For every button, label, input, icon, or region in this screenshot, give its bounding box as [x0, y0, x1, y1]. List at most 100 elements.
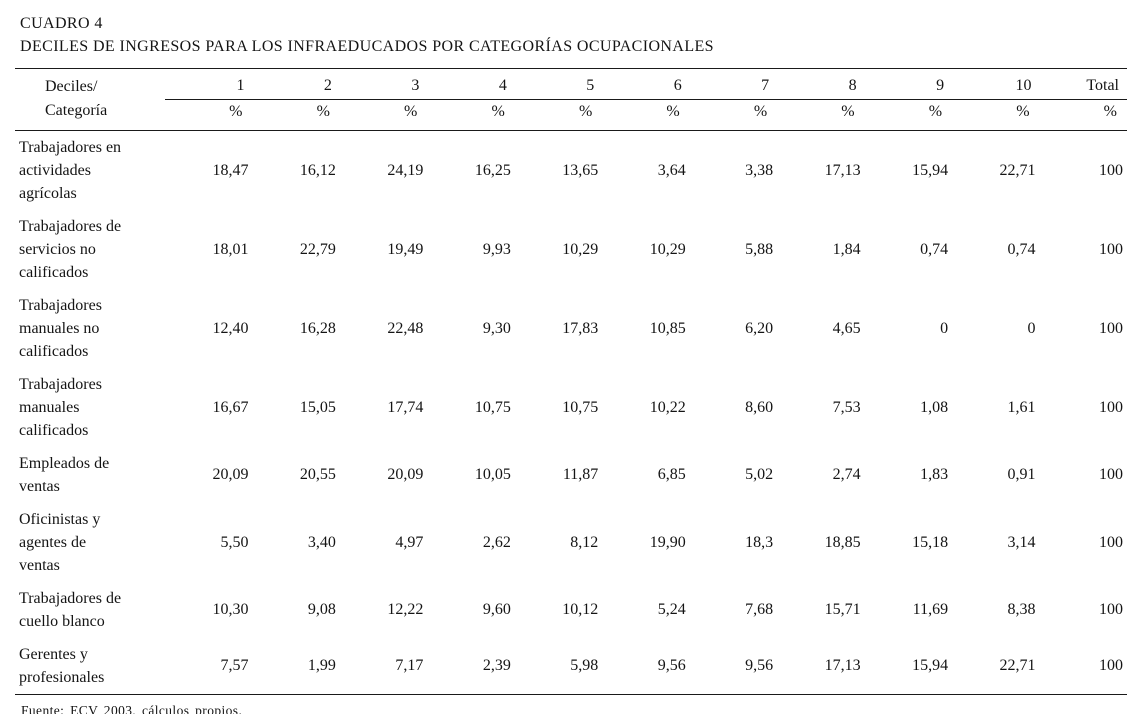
value-cell: 19,49: [387, 240, 424, 258]
value-cell: 9,60: [482, 601, 511, 618]
value-cell: 10,22: [649, 398, 686, 416]
value-cell: 0: [940, 319, 949, 337]
value-cell: 7,68: [745, 601, 774, 618]
value-cell: 12,40: [212, 319, 249, 337]
row-label: Trabajadores manuales calificados: [19, 376, 102, 439]
value-cell: 3,38: [745, 161, 774, 179]
value-cell: 15,71: [824, 601, 861, 618]
value-cell: 17,74: [387, 398, 424, 416]
value-cell: 16,28: [299, 319, 336, 337]
value-cell: 8,60: [745, 398, 774, 416]
value-cell: 10,12: [562, 601, 599, 618]
value-cell: 100: [1099, 398, 1123, 416]
decile-header: 1: [165, 68, 253, 100]
value-cell: 15,18: [912, 533, 949, 551]
row-label: Trabajadores de cuello blanco: [19, 590, 122, 630]
value-cell: 17,13: [824, 161, 861, 179]
value-cell: 8,38: [1007, 601, 1036, 618]
value-cell: 100: [1099, 533, 1123, 551]
value-cell: 9,56: [689, 638, 778, 695]
value-cell: 15,05: [299, 398, 336, 416]
unit-header: %: [252, 99, 340, 131]
value-cell: 18,3: [745, 533, 774, 551]
decile-header: 7: [689, 68, 778, 100]
value-cell: 1,84: [832, 240, 861, 258]
value-cell: 9,30: [482, 319, 511, 337]
value-cell: 22,71: [999, 161, 1036, 179]
decile-header: 4: [427, 68, 515, 100]
value-cell: 17,13: [777, 638, 865, 695]
value-cell: 2,74: [832, 466, 861, 483]
table-header: Deciles/ Categoría 1 2 3 4 5 6 7 8 9 10 Total%%%%%%…: [15, 68, 1127, 131]
value-cell: 20,09: [387, 466, 424, 483]
value-cell: 16,25: [474, 161, 511, 179]
value-cell: 9,08: [307, 601, 336, 618]
value-cell: 100: [1099, 240, 1123, 258]
value-cell: 22,48: [387, 319, 424, 337]
unit-header: %: [514, 99, 603, 131]
row-label: Empleados de ventas: [19, 455, 110, 495]
unit-header: %: [427, 99, 515, 131]
value-cell: 100: [1099, 319, 1123, 337]
value-cell: 6,85: [657, 466, 686, 483]
value-cell: 100: [1099, 601, 1123, 618]
value-cell: 18,01: [212, 240, 249, 258]
decile-header: Total: [1039, 68, 1127, 100]
deciles-table: Deciles/ Categoría 1 2 3 4 5 6 7 8 9 10 Total%%%%%%…: [15, 68, 1127, 695]
row-label: Oficinistas y agentes de ventas: [19, 511, 101, 574]
value-cell: 20,09: [212, 466, 249, 483]
value-cell: 7,17: [339, 638, 428, 695]
value-cell: 15,94: [864, 638, 953, 695]
table-number: CUADRO 4: [20, 15, 103, 32]
value-cell: 16,67: [212, 398, 249, 416]
value-cell: 8,12: [570, 533, 599, 551]
table-row: Trabajadores manuales no calificados 12,4…: [15, 289, 1127, 368]
value-cell: 17,83: [562, 319, 599, 337]
value-cell: 18,85: [824, 533, 861, 551]
value-cell: 13,65: [562, 161, 599, 179]
value-cell: 100: [1039, 638, 1127, 695]
value-cell: 11,69: [912, 601, 949, 618]
table-row: Trabajadores en actividades agrícolas 18,…: [15, 131, 1127, 211]
decile-header: 10: [952, 68, 1040, 100]
decile-header: 2: [252, 68, 340, 100]
unit-header: %: [689, 99, 778, 131]
value-cell: 10,75: [474, 398, 511, 416]
value-cell: 16,12: [299, 161, 336, 179]
table-row: Gerentes y profesionales 7,57 1,99 7,17 2,39…: [15, 638, 1127, 695]
value-cell: 3,64: [657, 161, 686, 179]
value-cell: 0,91: [1007, 466, 1036, 483]
row-label: Gerentes y profesionales: [15, 638, 165, 695]
corner-header: Deciles/ Categoría: [15, 68, 165, 131]
unit-header: %: [777, 99, 865, 131]
value-cell: 15,94: [912, 161, 949, 179]
value-cell: 9,93: [482, 240, 511, 258]
value-cell: 100: [1099, 161, 1123, 179]
decile-header: 9: [864, 68, 953, 100]
value-cell: 2,39: [427, 638, 515, 695]
value-cell: 10,29: [562, 240, 599, 258]
value-cell: 5,24: [657, 601, 686, 618]
unit-header: %: [1039, 99, 1127, 131]
value-cell: 4,65: [832, 319, 861, 337]
table-row: Empleados de ventas 20,09 20,55 20,09 10,05 1…: [15, 447, 1127, 503]
table-title-block: CUADRO 4 DECILES DE INGRESOS PARA LOS IN…: [20, 12, 1127, 58]
value-cell: 3,14: [1007, 533, 1036, 551]
decile-header: 5: [514, 68, 603, 100]
table-row: Trabajadores de servicios no calificados…: [15, 210, 1127, 289]
unit-header: %: [602, 99, 690, 131]
table-row: Trabajadores de cuello blanco 10,30 9,08 12…: [15, 582, 1127, 638]
value-cell: 19,90: [649, 533, 686, 551]
table-row: Oficinistas y agentes de ventas 5,50 3,40 4…: [15, 503, 1127, 582]
value-cell: 1,08: [920, 398, 949, 416]
value-cell: 3,40: [307, 533, 336, 551]
value-cell: 10,75: [562, 398, 599, 416]
value-cell: 22,79: [299, 240, 336, 258]
value-cell: 0,74: [1007, 240, 1036, 258]
unit-header: %: [952, 99, 1040, 131]
value-cell: 5,50: [220, 533, 249, 551]
unit-header: %: [165, 99, 253, 131]
value-cell: 10,30: [212, 601, 249, 618]
row-label: Trabajadores manuales no calificados: [19, 297, 102, 360]
